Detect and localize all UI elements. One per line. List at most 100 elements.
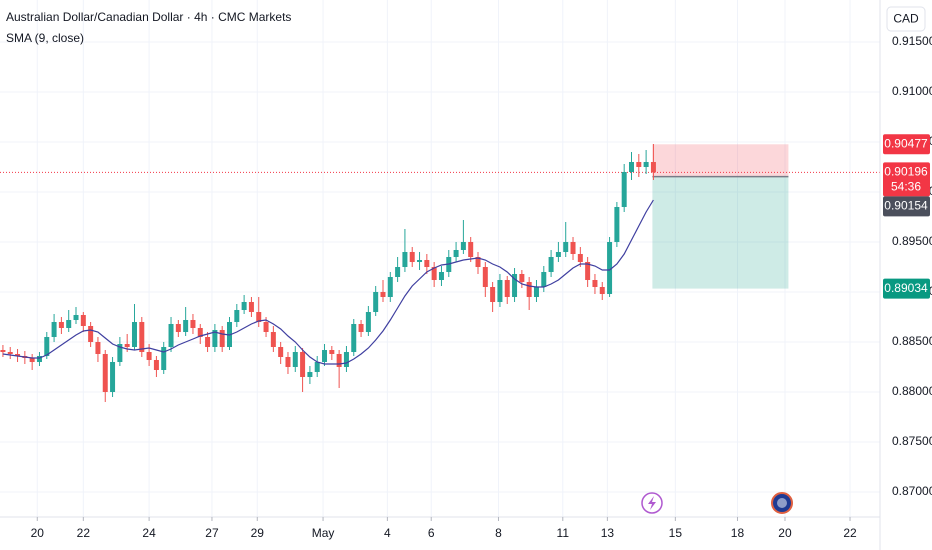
candle-body bbox=[153, 360, 159, 370]
candle-body bbox=[497, 280, 503, 302]
candle-body bbox=[402, 252, 408, 267]
candle-body bbox=[585, 262, 591, 280]
chart-title: Australian Dollar/Canadian Dollar · 4h ·… bbox=[6, 10, 291, 24]
sma-line bbox=[2, 199, 654, 365]
candle-body bbox=[15, 354, 21, 356]
candle-body bbox=[212, 330, 218, 347]
candle-body bbox=[0, 350, 6, 352]
candle-body bbox=[577, 254, 583, 262]
candle-body bbox=[314, 362, 320, 372]
candle-body bbox=[563, 242, 569, 252]
candle-body bbox=[592, 280, 598, 287]
candle-body bbox=[322, 350, 328, 362]
flag-icon[interactable] bbox=[771, 492, 793, 514]
candle-body bbox=[599, 287, 605, 294]
candle-body bbox=[424, 260, 430, 267]
indicator-label: SMA (9, close) bbox=[6, 31, 84, 45]
candle-body bbox=[512, 274, 518, 297]
candle-body bbox=[241, 302, 247, 310]
candle-body bbox=[36, 356, 42, 362]
y-tick-label: 0.89500 bbox=[892, 234, 932, 248]
candle-body bbox=[614, 207, 620, 242]
x-tick-label: 29 bbox=[251, 526, 265, 540]
candle-body bbox=[124, 344, 130, 347]
currency-box[interactable] bbox=[886, 6, 926, 32]
candle-body bbox=[183, 320, 189, 332]
candle-body bbox=[139, 322, 145, 352]
candle-body bbox=[431, 267, 437, 280]
candle-body bbox=[300, 352, 306, 377]
candle-body bbox=[519, 274, 525, 282]
price-label-box bbox=[883, 134, 930, 155]
candle-body bbox=[621, 172, 627, 207]
price-label: 0.89034 bbox=[884, 281, 928, 295]
currency[interactable]: CAD bbox=[893, 12, 919, 26]
candle-body bbox=[175, 324, 181, 332]
candle-body bbox=[343, 352, 349, 367]
candle-body bbox=[205, 337, 211, 347]
candle-body bbox=[80, 315, 86, 326]
y-tick-label: 0.91000 bbox=[892, 84, 932, 98]
candle-body bbox=[490, 287, 496, 302]
candle-body bbox=[248, 302, 254, 312]
candle-body bbox=[95, 342, 101, 354]
price-label: 0.90477 bbox=[884, 136, 928, 150]
candle-body bbox=[453, 250, 459, 257]
candle-body bbox=[570, 242, 576, 254]
candle-body bbox=[110, 362, 116, 392]
x-tick-label: 15 bbox=[669, 526, 683, 540]
candle-body bbox=[409, 252, 415, 262]
candle-body bbox=[643, 162, 649, 167]
candle-body bbox=[336, 354, 342, 367]
y-tick-label: 0.87000 bbox=[892, 484, 932, 498]
candle-body bbox=[197, 328, 203, 337]
candle-body bbox=[292, 352, 298, 367]
x-tick-label: 22 bbox=[77, 526, 91, 540]
y-tick-label: 0.87500 bbox=[892, 434, 932, 448]
candle-body bbox=[482, 267, 488, 287]
price-label: 0.90154 bbox=[884, 199, 928, 213]
y-tick-label: 0.91500 bbox=[892, 34, 932, 48]
candle-body bbox=[475, 257, 481, 267]
x-tick-label: May bbox=[312, 526, 335, 540]
price-label-box bbox=[883, 196, 930, 217]
candle-body bbox=[541, 272, 547, 287]
price-label-box bbox=[883, 278, 930, 299]
x-tick-label: 8 bbox=[495, 526, 502, 540]
x-tick-label: 18 bbox=[731, 526, 745, 540]
x-tick-label: 20 bbox=[31, 526, 45, 540]
x-tick-label: 20 bbox=[778, 526, 792, 540]
candle-body bbox=[168, 324, 174, 347]
candle-body bbox=[380, 292, 386, 297]
candle-body bbox=[533, 287, 539, 297]
event-icon[interactable] bbox=[641, 492, 663, 514]
x-tick-label: 27 bbox=[205, 526, 219, 540]
candle-body bbox=[270, 332, 276, 347]
candle-body bbox=[307, 372, 313, 377]
candle-body bbox=[636, 162, 642, 167]
x-tick-label: 4 bbox=[384, 526, 391, 540]
candle-body bbox=[190, 320, 196, 328]
candle-body bbox=[161, 347, 167, 370]
target-zone bbox=[652, 176, 789, 289]
candle-body bbox=[329, 350, 335, 354]
y-tick-label: 0.88500 bbox=[892, 334, 932, 348]
candle-body bbox=[44, 337, 50, 356]
candle-body bbox=[51, 322, 57, 337]
candle-body bbox=[256, 312, 262, 322]
candle-body bbox=[278, 347, 284, 357]
x-tick-label: 13 bbox=[601, 526, 615, 540]
candle-body bbox=[7, 352, 13, 354]
candle-body bbox=[285, 357, 291, 367]
candle-body bbox=[504, 280, 510, 297]
candle-body bbox=[29, 358, 35, 362]
candle-body bbox=[628, 162, 634, 172]
candle-body bbox=[146, 352, 152, 360]
candle-body bbox=[263, 322, 269, 332]
candle-body bbox=[555, 252, 561, 257]
candle-body bbox=[66, 320, 72, 328]
stop-zone bbox=[652, 144, 789, 177]
x-tick-label: 22 bbox=[843, 526, 857, 540]
x-tick-label: 24 bbox=[142, 526, 156, 540]
